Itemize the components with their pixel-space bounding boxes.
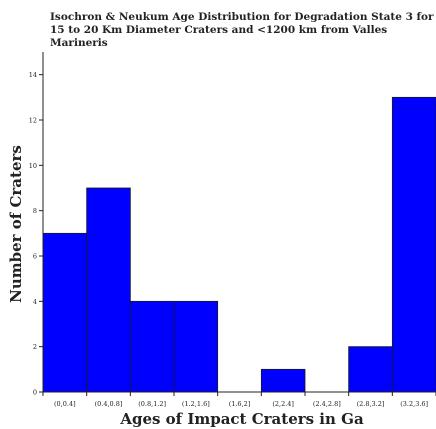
x-tick-label-5: (2,2.4] — [272, 400, 294, 408]
chart-title-line-1: Isochron & Neukum Age Distribution for D… — [50, 11, 434, 23]
chart-title: Isochron & Neukum Age Distribution for D… — [50, 11, 434, 49]
y-axis-ticks: 0 2 4 6 8 10 12 14 — [29, 71, 43, 397]
bar-7 — [348, 346, 393, 393]
bar-2 — [129, 300, 175, 393]
x-tick-label-1: (0.4,0.8] — [95, 400, 123, 408]
x-tick-label-7: (2.8,3.2] — [357, 400, 385, 408]
bar-8 — [391, 96, 436, 393]
y-tick-label-2: 4 — [33, 298, 37, 306]
bar-3 — [173, 300, 219, 393]
bar-0 — [42, 232, 88, 393]
chart-title-line-3: Marineris — [50, 37, 108, 49]
y-axis-label: Number of Craters — [7, 145, 25, 303]
y-tick-label-6: 12 — [29, 117, 37, 125]
x-axis-label: Ages of Impact Craters in Ga — [119, 410, 364, 428]
bars-group — [42, 96, 436, 393]
y-tick-label-3: 6 — [33, 253, 37, 261]
bar-5 — [260, 368, 306, 393]
x-tick-label-4: (1.6,2] — [229, 400, 251, 408]
x-tick-label-8: (3.2,3.6] — [400, 400, 428, 408]
bar-1 — [86, 187, 131, 393]
x-tick-label-6: (2.4,2.8] — [313, 400, 341, 408]
x-axis-ticks: (0,0.4] (0.4,0.8] (0.8,1.2] (1.2,1.6] (1.6,2… — [42, 392, 436, 408]
y-tick-label-7: 14 — [29, 71, 37, 79]
y-tick-label-4: 8 — [33, 207, 37, 215]
y-tick-label-1: 2 — [33, 343, 37, 351]
y-tick-label-5: 10 — [29, 162, 37, 170]
chart-title-line-2: 15 to 20 Km Diameter Craters and <1200 k… — [50, 24, 387, 36]
x-tick-label-3: (1.2,1.6] — [182, 400, 210, 408]
y-tick-label-0: 0 — [33, 389, 37, 397]
x-tick-label-2: (0.8,1.2] — [138, 400, 166, 408]
x-tick-label-0: (0,0.4] — [54, 400, 76, 408]
